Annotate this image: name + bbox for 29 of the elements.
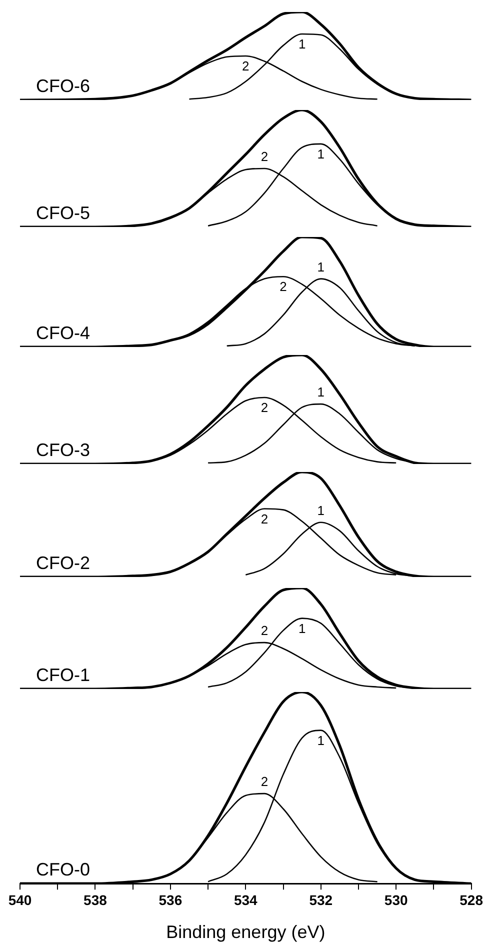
series-label: 2: [260, 623, 268, 638]
series-label: 2: [242, 58, 250, 74]
series-label: 2: [260, 511, 268, 526]
text: CFO-2: [36, 553, 90, 573]
series-label: 1: [317, 384, 324, 400]
series-label: 2: [260, 400, 268, 416]
series-label: 2: [260, 774, 268, 790]
text: CFO-1: [36, 665, 90, 685]
text: CFO-6: [36, 76, 90, 96]
text: CFO-5: [36, 203, 90, 223]
series-label: 1: [298, 620, 306, 636]
text: CFO-3: [36, 440, 90, 460]
x-tick-label: 532: [309, 892, 333, 908]
series-label: 1: [298, 36, 306, 52]
x-tick-label: 528: [460, 892, 484, 908]
series-label: 2: [260, 149, 268, 164]
x-axis-title: Binding energy (eV): [166, 922, 326, 942]
x-tick-label: 540: [8, 892, 32, 908]
x-tick-label: 534: [234, 892, 258, 908]
series-label: 1: [317, 502, 324, 518]
text: CFO-0: [36, 860, 90, 880]
text: CFO-4: [36, 323, 90, 343]
x-tick-label: 530: [384, 892, 408, 908]
series-label: 1: [317, 732, 324, 748]
series-label: 1: [317, 146, 324, 162]
x-tick-label: 536: [158, 892, 182, 908]
series-label: 2: [280, 279, 287, 294]
series-label: 1: [317, 259, 324, 274]
x-tick-label: 538: [84, 892, 108, 908]
